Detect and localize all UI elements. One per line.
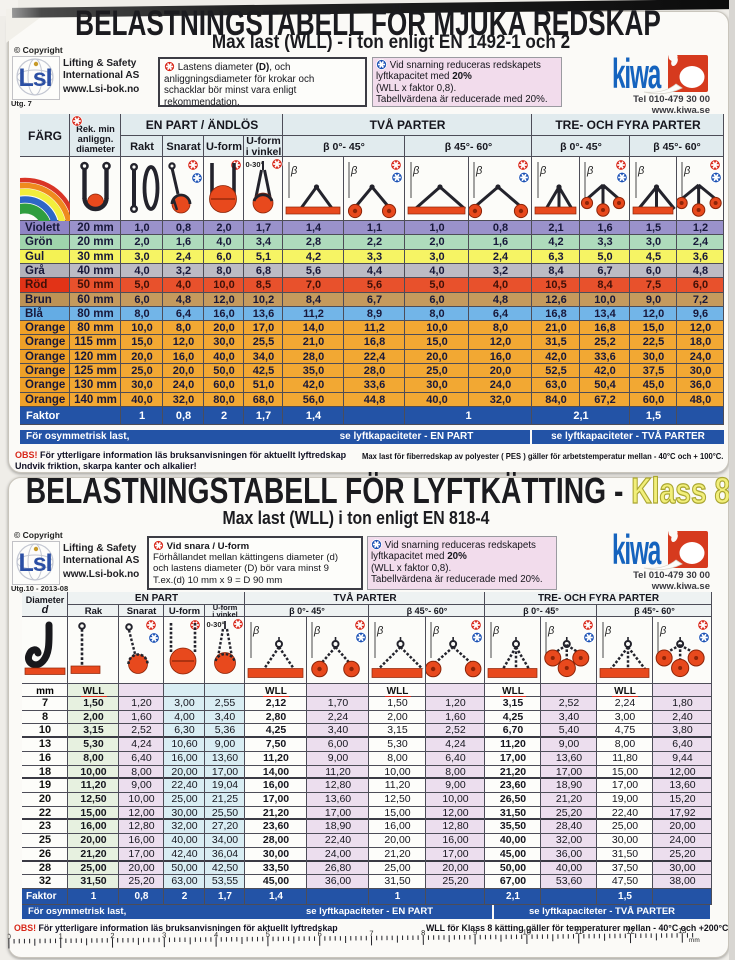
svg-text:β: β <box>432 625 440 637</box>
svg-text:β: β <box>586 165 594 177</box>
svg-text:0-30°: 0-30° <box>207 620 225 629</box>
svg-text:1: 1 <box>59 932 63 941</box>
svg-text:kiwa: kiwa <box>612 528 662 574</box>
svg-text:8: 8 <box>421 928 425 937</box>
svg-text:β: β <box>539 165 547 177</box>
svg-text:β: β <box>659 625 667 637</box>
svg-text:kiwa: kiwa <box>612 52 662 98</box>
svg-text:β: β <box>492 625 500 637</box>
svg-text:0-30°: 0-30° <box>246 160 264 169</box>
svg-text:β: β <box>313 625 321 637</box>
svg-text:11: 11 <box>575 927 583 936</box>
svg-text:3: 3 <box>162 931 166 940</box>
svg-text:β: β <box>376 625 384 637</box>
svg-text:β: β <box>475 165 483 177</box>
svg-text:β: β <box>547 625 555 637</box>
svg-text:5: 5 <box>266 930 270 939</box>
svg-text:β: β <box>604 625 612 637</box>
svg-text:β: β <box>290 165 298 177</box>
svg-text:7: 7 <box>369 929 373 938</box>
svg-text:β: β <box>683 165 691 177</box>
svg-text:β: β <box>412 165 420 177</box>
svg-text:13: 13 <box>678 926 686 935</box>
svg-text:12: 12 <box>626 927 634 936</box>
svg-text:9: 9 <box>473 928 477 937</box>
svg-text:4: 4 <box>214 930 218 939</box>
svg-text:β: β <box>637 165 645 177</box>
svg-text:LsI: LsI <box>18 64 51 92</box>
svg-text:10: 10 <box>523 927 531 936</box>
svg-text:β: β <box>350 165 358 177</box>
svg-text:mm: mm <box>689 937 700 944</box>
svg-text:0: 0 <box>8 932 11 941</box>
svg-text:2: 2 <box>110 931 114 940</box>
svg-text:β: β <box>252 625 260 637</box>
svg-text:6: 6 <box>318 929 322 938</box>
svg-text:LsI: LsI <box>18 549 51 577</box>
